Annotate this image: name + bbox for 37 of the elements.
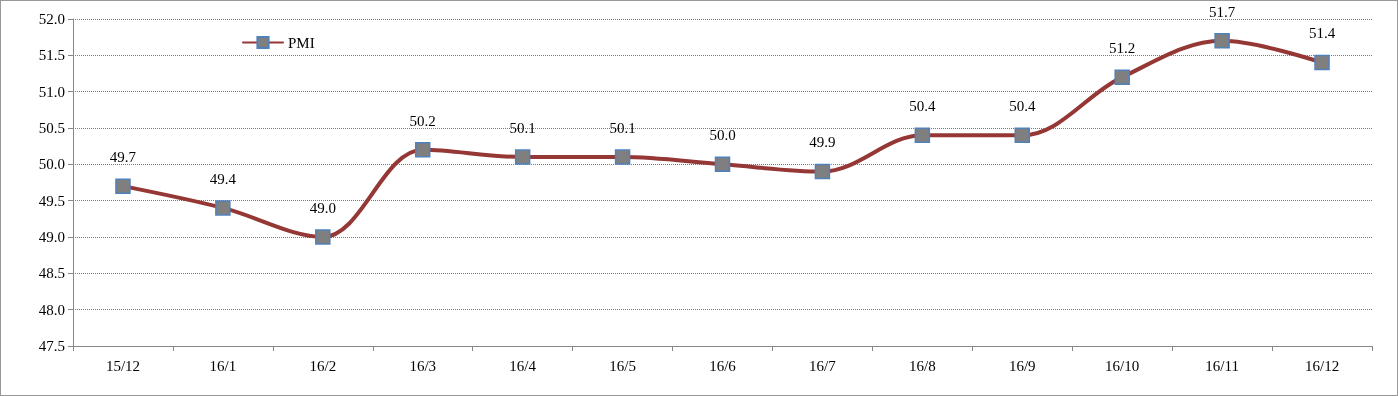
y-tick-label: 49.0 [38,229,65,245]
y-tick-label: 51.0 [38,83,65,100]
x-tick-label: 15/12 [105,357,141,374]
x-tick-label: 16/8 [909,357,936,374]
x-tick-label: 16/3 [409,357,437,374]
x-tick-label: 16/2 [309,357,337,374]
data-label: 49.7 [109,148,137,165]
x-tick-label: 16/11 [1205,357,1239,374]
x-tick-label: 16/9 [1008,357,1036,374]
data-label: 50.1 [509,119,536,136]
data-label: 49.0 [309,199,336,216]
data-label: 49.4 [209,170,237,187]
y-tick-label: 49.5 [38,192,65,209]
data-label: 49.9 [809,134,836,151]
y-tick-label: 48.0 [38,301,65,318]
data-label: 51.4 [1308,25,1336,42]
data-label: 50.4 [1009,98,1036,115]
x-tick-label: 16/10 [1105,357,1140,374]
x-tick-label: 16/12 [1304,357,1340,374]
y-tick-label: 47.5 [38,338,65,354]
x-tick-label: 16/7 [809,357,837,374]
x-tick-label: 16/5 [609,357,636,374]
y-tick-label: 51.5 [38,47,65,64]
y-tick-label: 50.5 [38,120,65,136]
y-tick-label: 50.0 [38,156,65,173]
data-label: 50.0 [709,127,736,144]
data-label: 51.7 [1208,3,1236,20]
data-label: 50.4 [909,98,936,115]
data-label: 50.1 [609,119,636,136]
x-tick-label: 16/4 [509,357,537,374]
x-tick-label: 16/1 [209,357,237,374]
data-label: 51.2 [1109,39,1136,56]
x-tick-label: 16/6 [709,357,737,374]
legend-label: PMI [288,34,315,51]
y-tick-label: 52.0 [38,11,65,27]
y-tick-label: 48.5 [38,265,65,282]
data-label: 50.2 [409,112,436,129]
